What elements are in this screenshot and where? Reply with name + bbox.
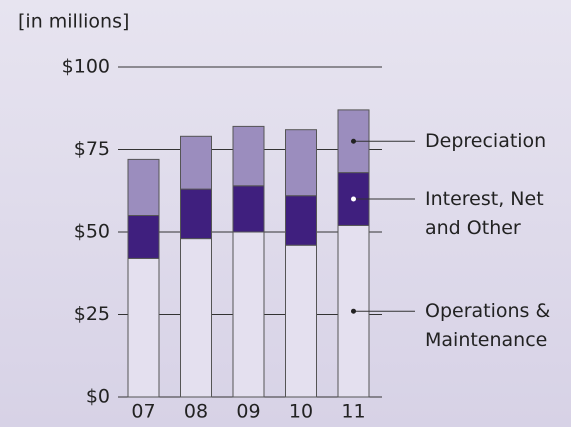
bar-segment xyxy=(232,185,265,233)
legend-dot xyxy=(351,308,356,314)
bar-segment xyxy=(232,231,265,398)
x-tick-label: 09 xyxy=(236,401,260,423)
bar-segment xyxy=(180,238,212,398)
x-tick-label: 10 xyxy=(289,401,313,423)
bar-segment xyxy=(127,215,160,259)
x-tick-label: 07 xyxy=(131,401,155,423)
legend-label: Depreciation xyxy=(425,129,547,152)
bar-segment xyxy=(232,125,265,187)
chart-subtitle: [in millions] xyxy=(18,11,129,33)
legend-label: Operations & Maintenance xyxy=(425,300,551,352)
legend-label: Interest, Net and Other xyxy=(425,188,544,239)
bar-segment xyxy=(127,257,160,398)
y-tick-label: $100 xyxy=(62,56,110,78)
x-tick-label: 11 xyxy=(341,401,365,423)
y-tick-label: $0 xyxy=(86,386,110,408)
legend-dot xyxy=(351,138,356,144)
bar-segment xyxy=(285,129,317,197)
y-tick-label: $25 xyxy=(74,303,110,325)
bar-segment xyxy=(180,135,212,190)
y-tick-label: $50 xyxy=(74,221,110,243)
bar-segment xyxy=(180,188,212,240)
bar-segment xyxy=(127,158,160,216)
legend-dot xyxy=(351,196,356,202)
bar-segment xyxy=(285,244,317,398)
x-tick-label: 08 xyxy=(184,401,208,423)
y-tick-label: $75 xyxy=(74,138,110,160)
bar-segment xyxy=(285,195,317,246)
